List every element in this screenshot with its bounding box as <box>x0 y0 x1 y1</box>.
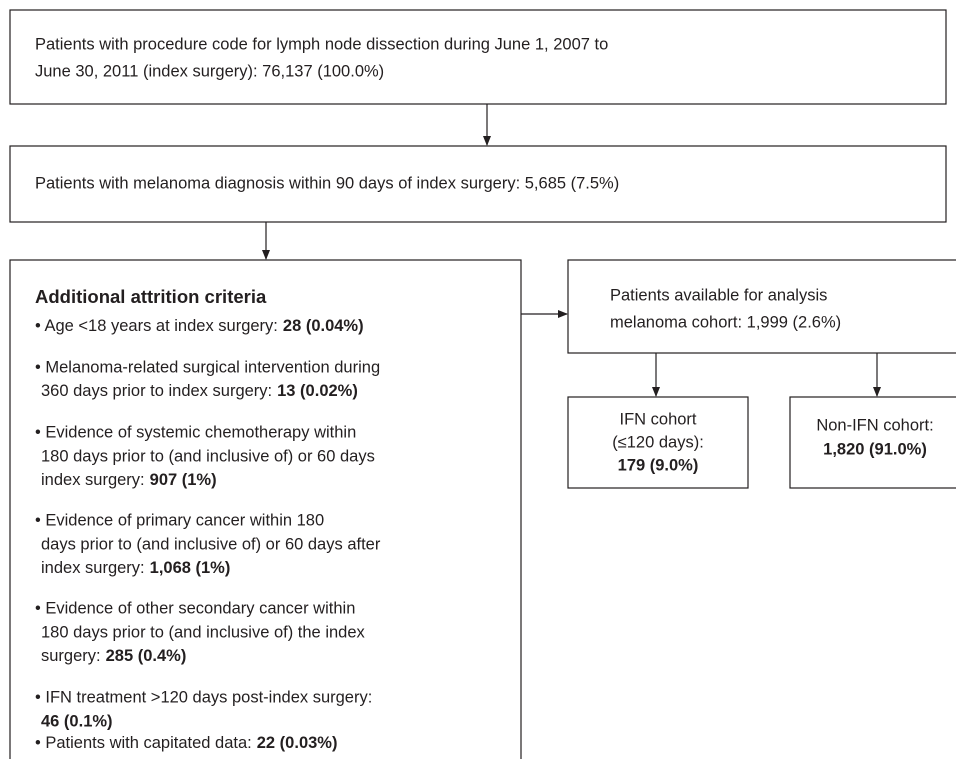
count: 46 (0.1%) <box>41 712 113 730</box>
text: 360 days prior to index surgery: <box>41 382 272 400</box>
text: surgery: <box>41 647 101 665</box>
box-text: Patients available for analysis <box>610 286 827 304</box>
text: index surgery: <box>41 471 145 489</box>
count: 1,068 (1%) <box>150 559 231 577</box>
bullet: index surgery: 1,068 (1%) <box>41 559 230 577</box>
box-text: June 30, 2011 (index surgery): 76,137 (1… <box>35 62 384 80</box>
bullet: 180 days prior to (and inclusive of) the… <box>41 623 366 641</box>
bullet: days prior to (and inclusive of) or 60 d… <box>41 535 381 553</box>
bullet: index surgery: 907 (1%) <box>41 471 217 489</box>
bullet: • IFN treatment >120 days post-index sur… <box>35 688 372 706</box>
box <box>567 396 749 489</box>
box-text: Non-IFN cohort: <box>816 416 933 434</box>
bullet: • Evidence of other secondary cancer wit… <box>35 599 355 617</box>
count: 22 (0.03%) <box>257 734 338 752</box>
box <box>9 9 947 105</box>
count: 28 (0.04%) <box>283 317 364 335</box>
box-text: melanoma cohort: 1,999 (2.6%) <box>610 313 841 331</box>
text: index surgery: <box>41 559 145 577</box>
count: 907 (1%) <box>150 471 217 489</box>
box-text: Patients with procedure code for lymph n… <box>35 35 608 53</box>
bullet: surgery: 285 (0.4%) <box>41 647 186 665</box>
bullet: • Age <18 years at index surgery: 28 (0.0… <box>35 317 364 335</box>
count: 285 (0.4%) <box>106 647 187 665</box>
bullet: • Evidence of primary cancer within 180 <box>35 511 324 529</box>
bullet: • Patients with capitated data: 22 (0.03%… <box>35 734 337 752</box>
box-title: Additional attrition criteria <box>35 286 267 307</box>
box <box>567 259 956 354</box>
count: 179 (9.0%) <box>618 456 699 474</box>
box <box>789 396 956 489</box>
box <box>9 259 522 759</box>
box-text: Patients with melanoma diagnosis within … <box>35 174 619 192</box>
box-text: IFN cohort <box>619 410 696 428</box>
box-text: (≤120 days): <box>612 433 704 451</box>
bullet: 180 days prior to (and inclusive of) or … <box>41 447 375 465</box>
count: 13 (0.02%) <box>277 382 358 400</box>
count: 1,820 (91.0%) <box>823 440 927 458</box>
bullet: • Melanoma-related surgical intervention… <box>35 358 380 376</box>
bullet: • Evidence of systemic chemotherapy with… <box>35 423 356 441</box>
text: • Patients with capitated data: <box>35 734 252 752</box>
bullet: 360 days prior to index surgery: 13 (0.02… <box>41 382 358 400</box>
box <box>9 145 947 223</box>
text: • Age <18 years at index surgery: <box>35 317 278 335</box>
